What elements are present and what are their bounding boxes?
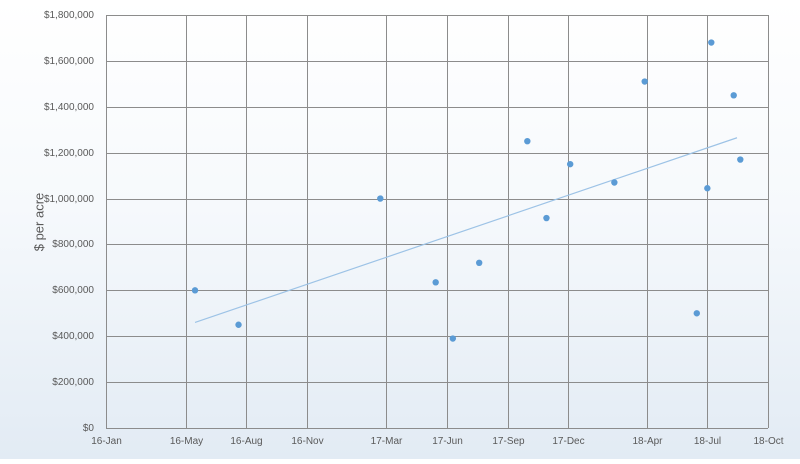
x-tick-label: 16-Nov: [291, 436, 323, 447]
data-point: [641, 78, 648, 85]
trendline-layer: [194, 137, 738, 324]
data-point: [449, 335, 457, 342]
x-tick-label: 18-Oct: [753, 436, 783, 447]
data-point: [708, 39, 715, 46]
y-tick-label: $400,000: [52, 331, 94, 342]
data-point: [566, 160, 574, 168]
y-tick-label: $1,600,000: [44, 56, 94, 67]
data-point: [730, 92, 737, 99]
trendline: [194, 137, 738, 324]
data-point: [611, 179, 618, 186]
data-point: [543, 214, 550, 222]
x-tick-label: 18-Apr: [632, 436, 663, 447]
data-points: [191, 39, 744, 342]
data-point: [704, 185, 711, 192]
data-point: [432, 279, 439, 286]
data-point: [235, 321, 242, 328]
y-tick-label: $600,000: [52, 285, 94, 296]
y-axis-label: $ per acre: [31, 193, 46, 252]
data-point: [524, 137, 531, 145]
x-tick-label: 16-Jan: [91, 436, 122, 447]
data-point: [737, 156, 744, 163]
x-tick-label: 17-Sep: [492, 436, 525, 447]
x-tick-label: 18-Jul: [694, 436, 721, 447]
x-tick-label: 17-Dec: [552, 436, 584, 447]
y-tick-label: $800,000: [52, 239, 94, 250]
x-axis-ticks: 16-Jan 16-May 16-Aug 16-Nov 17-Mar 17-Jun 17-S…: [91, 436, 784, 447]
y-tick-label: $0: [83, 423, 95, 434]
x-tick-label: 17-Mar: [371, 436, 403, 447]
x-tick-label: 17-Jun: [432, 436, 463, 447]
x-tick-label: 16-Aug: [230, 436, 262, 447]
data-point: [693, 310, 700, 317]
y-tick-label: $200,000: [52, 377, 94, 388]
y-tick-label: $1,800,000: [44, 10, 94, 21]
data-point: [191, 287, 199, 294]
x-tick-label: 16-May: [170, 436, 203, 447]
y-tick-label: $1,200,000: [44, 148, 94, 159]
y-tick-label: $1,000,000: [44, 194, 94, 205]
y-axis-ticks: $0 $200,000 $400,000 $600,000 $800,000 $1,000…: [44, 10, 94, 434]
data-point: [377, 195, 384, 202]
y-tick-label: $1,400,000: [44, 102, 94, 113]
data-point: [475, 259, 483, 266]
grid-layer: [106, 15, 769, 429]
